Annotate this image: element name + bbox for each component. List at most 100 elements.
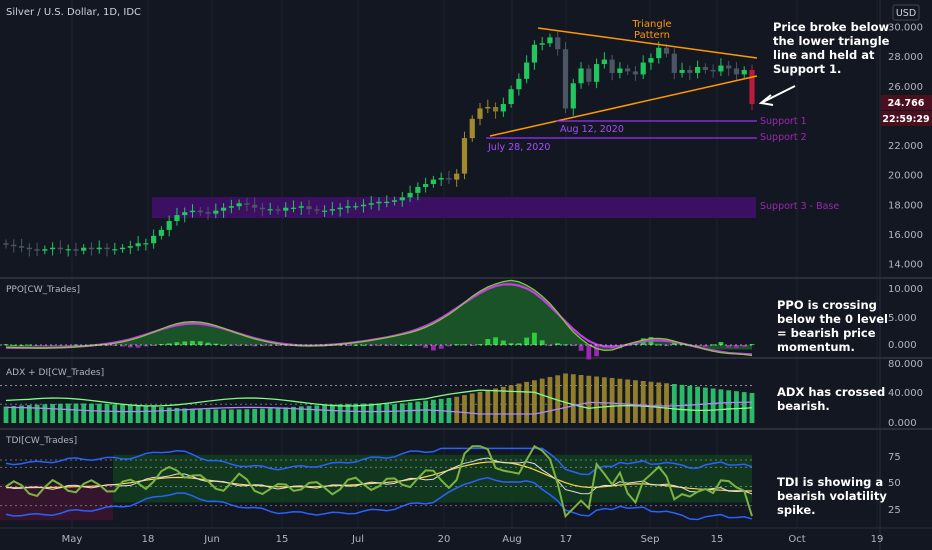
adx-bar (609, 378, 615, 423)
ppo-histogram-bar (500, 340, 506, 345)
price-tick: 20.000 (888, 171, 923, 182)
ppo-histogram-bar (267, 345, 273, 347)
ppo-histogram-bar (446, 345, 452, 347)
candle-body (135, 243, 141, 247)
time-tick: May (62, 534, 83, 545)
candle-body (663, 47, 670, 54)
ppo-histogram-bar (182, 341, 188, 345)
triangle-upper-line[interactable] (537, 27, 758, 59)
ppo-histogram-bar (112, 345, 118, 346)
adx-bar (664, 383, 669, 423)
ppo-histogram-bar (423, 345, 429, 348)
candle-body (329, 209, 335, 211)
adx-bar (415, 401, 421, 423)
candle-body (539, 43, 545, 45)
ppo-histogram-bar (197, 341, 203, 345)
candle-body (399, 197, 405, 201)
adx-bar (594, 376, 599, 423)
adx-bar (26, 405, 32, 423)
ppo-histogram-bar (275, 345, 281, 346)
triangle-label-line1: Triangle (631, 19, 671, 30)
adx-bar (275, 407, 281, 423)
time-tick: 20 (438, 534, 451, 545)
candle-body (391, 200, 398, 202)
breakdown-note-line4: Support 1. (773, 62, 841, 76)
adx-tick-1: 80.000 (888, 359, 923, 370)
candle-body (524, 62, 530, 79)
ppo-histogram-bar (252, 345, 258, 347)
breakdown-note-line3: line and held at (773, 48, 875, 62)
tdi-tick-2: 50 (888, 478, 901, 489)
candle-body (741, 69, 747, 75)
candle-body (617, 68, 623, 73)
adx-bar (430, 399, 436, 423)
candle-body (423, 184, 429, 187)
ppo-note-line3: = bearish price (777, 326, 876, 340)
candle-body (73, 249, 79, 251)
ppo-histogram-bar (213, 343, 219, 345)
candle-body (3, 243, 9, 245)
adx-bar (601, 377, 607, 423)
adx-bar (221, 409, 226, 423)
ppo-histogram-bar (26, 344, 32, 346)
ppo-histogram-bar (361, 344, 366, 346)
candle-body (547, 37, 553, 44)
adx-bar (679, 384, 685, 423)
adx-bar (19, 405, 24, 423)
ppo-histogram-bar (702, 345, 708, 348)
ppo-histogram-bar (578, 345, 584, 351)
adx-bar (174, 408, 180, 423)
adx-bar (547, 376, 553, 423)
last-price: 24.766 (888, 98, 925, 109)
adx-bar (493, 388, 498, 423)
ppo-note-line2: below the 0 level (777, 312, 888, 326)
adx-bar (524, 381, 530, 423)
ppo-histogram-bar (135, 345, 141, 348)
adx-bar (50, 403, 56, 423)
ppo-histogram-bar (50, 345, 56, 347)
tdi-price-line (5, 444, 753, 519)
adx-bar (34, 404, 40, 423)
candle-body (710, 69, 716, 72)
adx-bar (42, 404, 48, 423)
ppo-histogram-bar (151, 345, 157, 346)
time-tick: Jun (203, 534, 220, 545)
candle-body (298, 206, 304, 208)
ppo-histogram-bar (539, 340, 545, 345)
triangle-lower-line[interactable] (489, 75, 758, 137)
candle-body (236, 203, 242, 207)
tdi-note-line3: spike. (777, 503, 816, 517)
time-axis[interactable]: May 18 Jun 15 Jul 20 Aug 17 Sep 15 Oct 19 (62, 534, 884, 545)
time-tick: 15 (711, 534, 724, 545)
last-price-badge (881, 95, 932, 110)
adx-bar (81, 403, 87, 423)
adx-tick-2: 40.000 (888, 388, 923, 399)
candle-body (34, 249, 40, 251)
candle-body (26, 247, 32, 250)
currency-badge[interactable] (892, 4, 920, 21)
adx-bar (563, 373, 568, 423)
adx-bar (555, 375, 561, 423)
ppo-histogram-bar (104, 345, 110, 346)
tdi-signal-line (5, 457, 753, 495)
candle-body (469, 118, 475, 139)
adx-bar (477, 391, 483, 423)
ppo-histogram-bar (547, 345, 553, 346)
candle-body (492, 106, 499, 112)
price-tick: 16.000 (888, 230, 923, 241)
candle-body (601, 59, 607, 65)
symbol-title: Silver / U.S. Dollar, 1D, IDC (6, 7, 141, 18)
adx-title: ADX + DI[CW_Trades] (6, 368, 104, 378)
tdi-pane (0, 444, 753, 521)
adx-pane (0, 373, 755, 423)
ppo-histogram-bar (570, 345, 576, 346)
time-tick: Aug (502, 534, 522, 545)
ppo-histogram-bar (532, 332, 537, 345)
adx-bar (197, 409, 203, 423)
candle-body (438, 178, 444, 180)
candle-body (586, 68, 592, 82)
ppo-histogram-bar (221, 344, 226, 346)
price-axis[interactable]: 30.00028.00026.00024.00022.00020.00018.0… (888, 23, 923, 271)
ppo-histogram-bar (493, 337, 498, 345)
